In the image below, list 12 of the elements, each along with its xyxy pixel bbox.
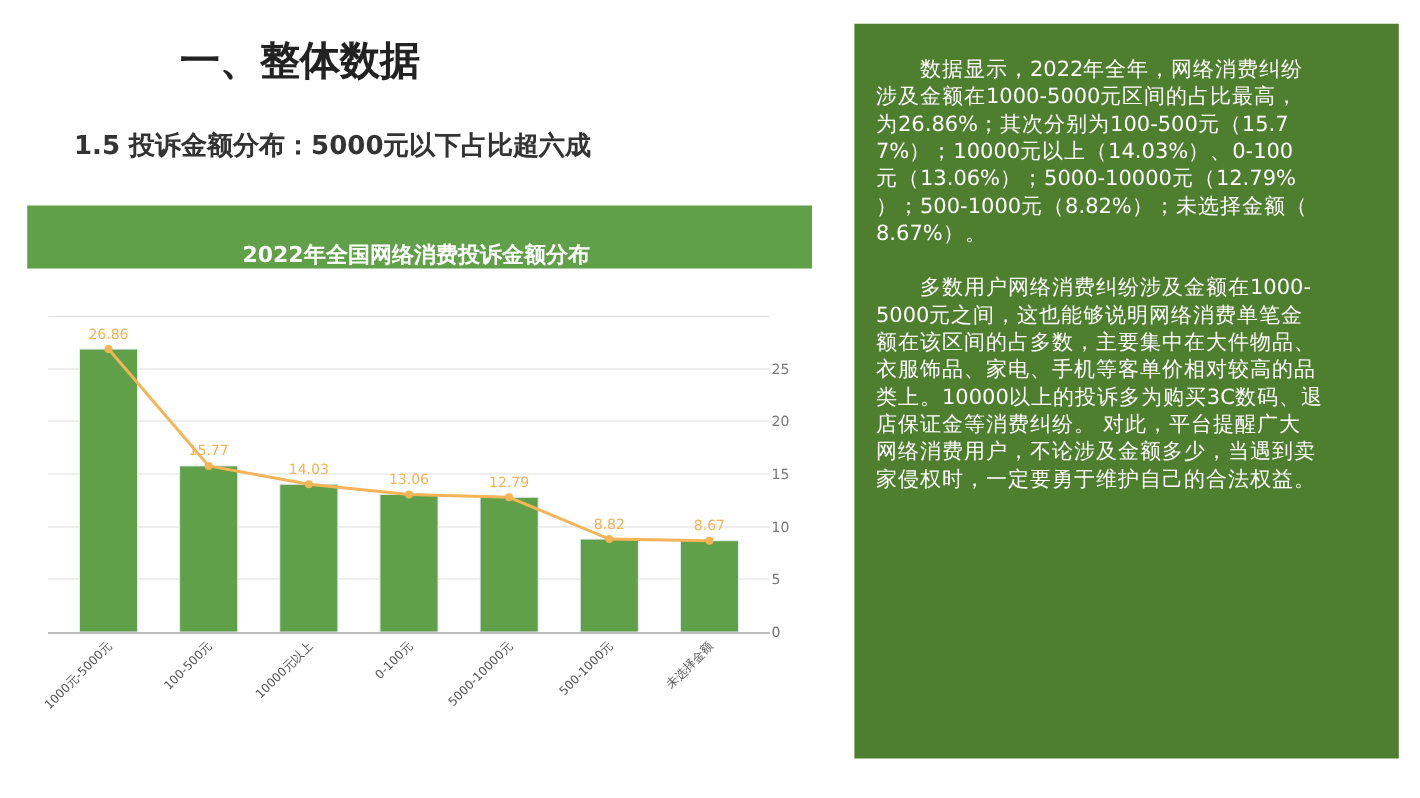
point xyxy=(405,490,413,499)
text: 多数用户网络消费纠纷涉及金额在1000-5000元之间，这也能够说明网络消费单笔金额在该区间的占多数，主要集中在大件物品、衣服饰品、家电、手机等客单价相对较高的品类上。10000以上的投诉多为购买3C数码、退店保证金等消费纠纷。 对此，平台提醒广大网络消费用户，不论涉及金额多少，当遇到卖家侵权时，一定要勇于维护自己的合法权益。 xyxy=(876,274,1323,492)
point xyxy=(304,480,313,489)
point xyxy=(204,461,213,470)
chart-subtitle: 1.5 投诉金额分布：5000元以下占比超六成 xyxy=(74,130,592,162)
point xyxy=(705,536,714,545)
text: 数据显示，2022年全年，网络消费纠纷涉及金额在1000-5000元区间的占比最高，为26.86%；其次分别为100-500元（15.77%）；10000元以上（14.03%）、0-100元（13.06%）；5000-10000元（12.79%）；500-1000元（8.82%）；未选择金额（8.67%）。 xyxy=(876,56,1308,246)
point xyxy=(104,345,113,354)
chart-title: 一、整体数据 xyxy=(180,36,420,84)
point xyxy=(505,493,514,502)
point xyxy=(605,535,614,544)
text: 2022年全国网络消费投诉金额分布 xyxy=(242,242,590,268)
